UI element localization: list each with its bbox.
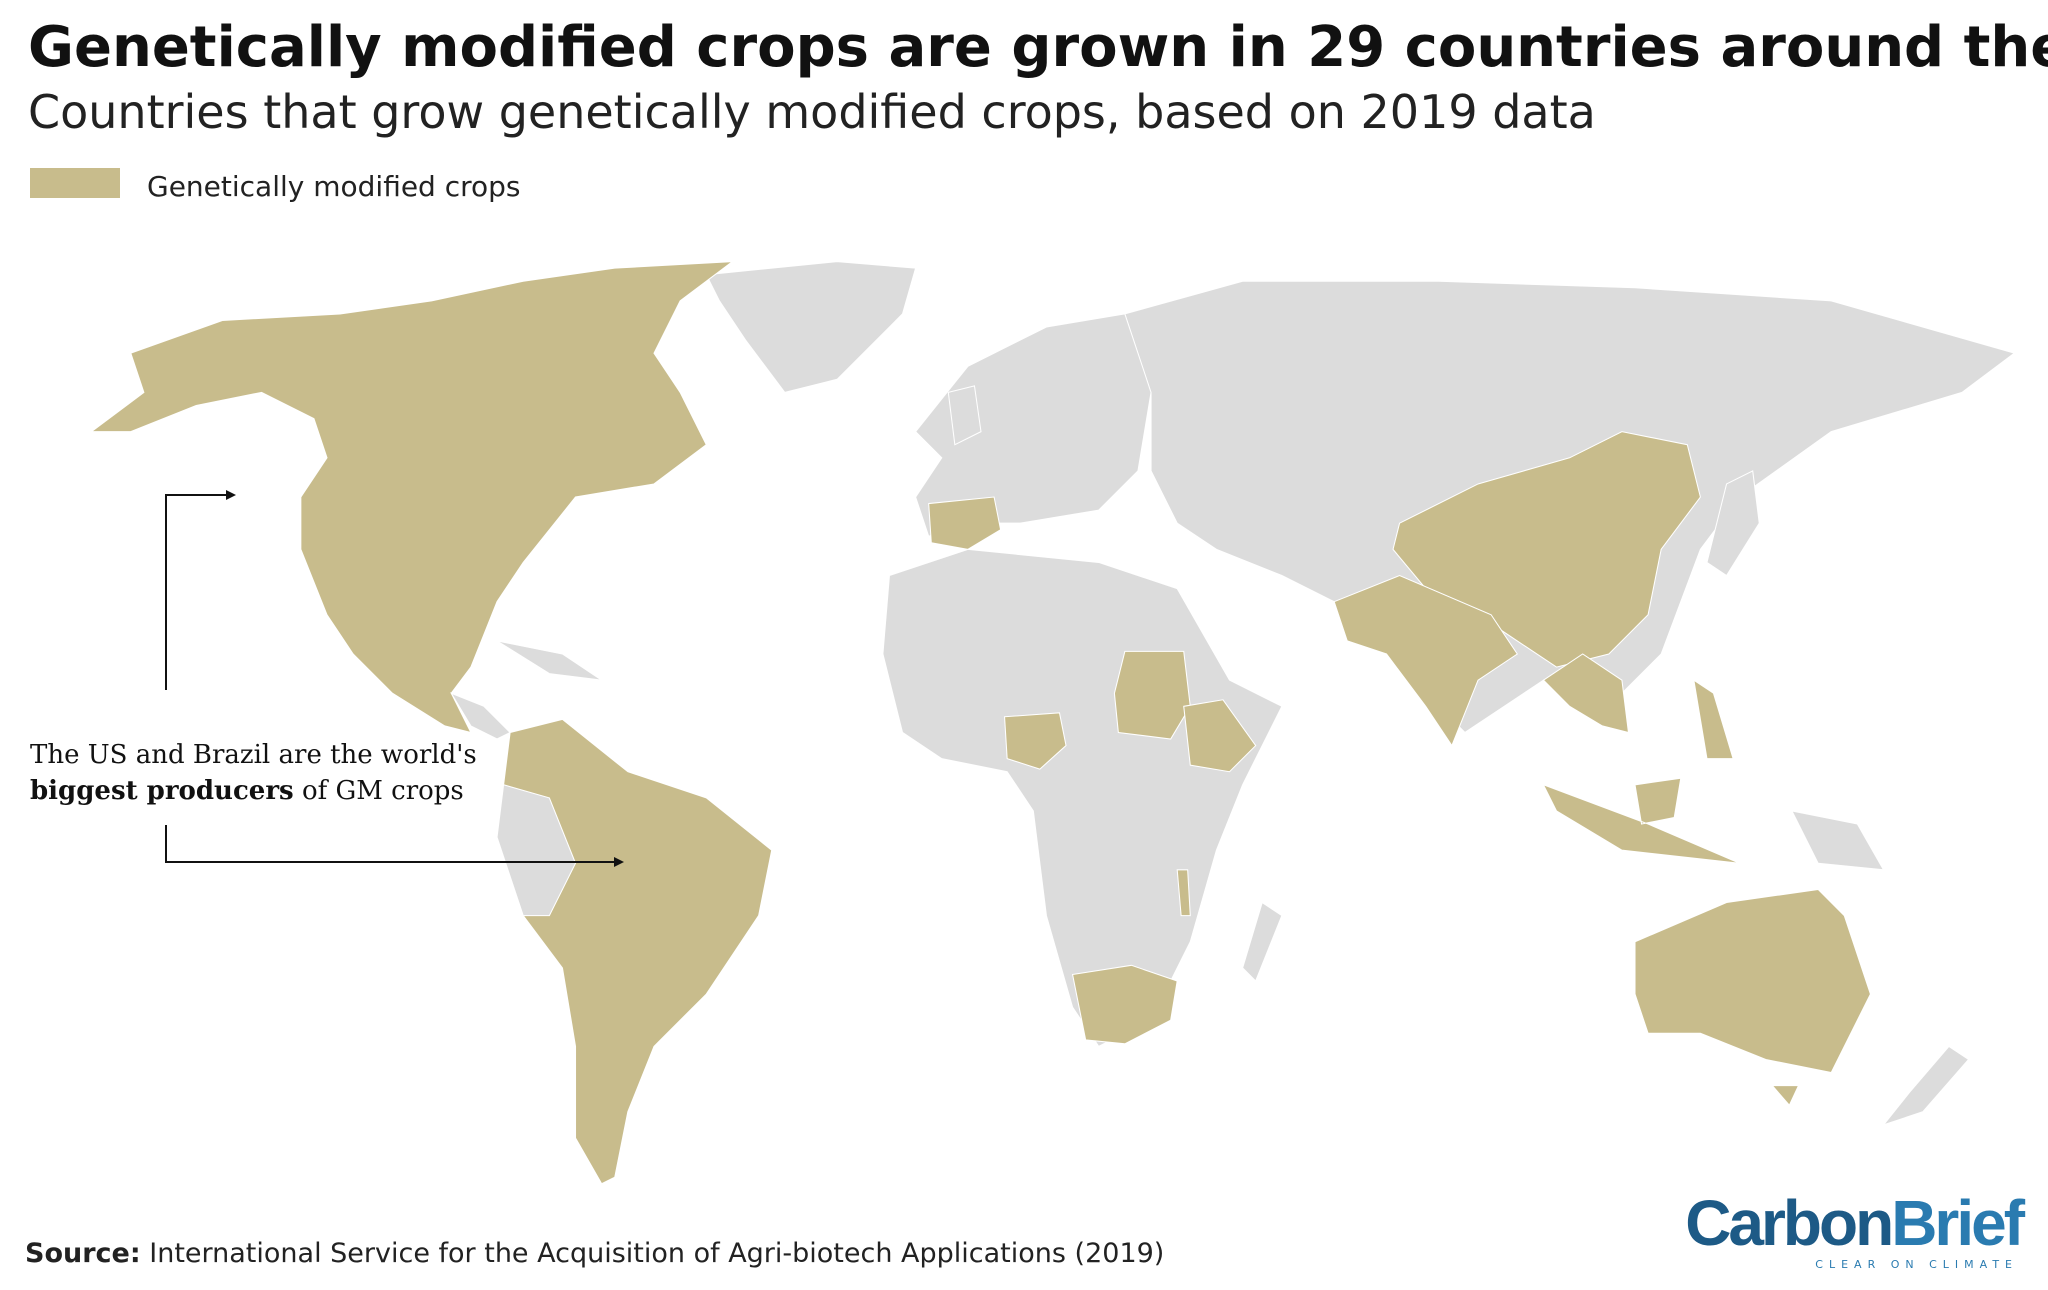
central-america [450,640,602,740]
sudan [1113,650,1191,740]
world-map [89,260,2016,1185]
logo-brief: Brief [1891,1187,2026,1259]
ethiopia [1183,699,1257,773]
south-america-west [496,784,577,917]
annotation-arrows [165,494,618,863]
arrowhead [226,490,236,500]
logo: CarbonBrief [1685,1187,2026,1259]
source: Source: International Service for the Ac… [25,1238,1164,1269]
japan [1706,470,1760,577]
indonesia [1542,777,1740,864]
uk [947,385,982,446]
logo-main: Carbon [1685,1187,1891,1259]
madagascar [1242,901,1283,982]
legend-swatch [30,168,120,198]
africa [882,548,1283,1048]
south-america [496,718,773,1185]
annotation-rest: of GM crops [302,776,464,806]
india-pakistan [1333,574,1519,747]
australia [1634,888,1872,1107]
arrow-us [165,494,230,690]
annotation-bold: biggest producers [30,776,294,806]
greenland [705,261,917,393]
new-zealand [1882,1045,1970,1126]
arrowhead [614,857,624,867]
malawi [1176,869,1191,917]
nigeria [1003,712,1067,770]
southeast-asia [1542,653,1734,760]
subtitle: Countries that grow genetically modified… [28,85,1596,139]
annotation-text: biggest producers of GM crops [30,776,464,806]
spain [928,496,1002,550]
source-label: Source: [25,1238,141,1269]
title: Genetically modified crops are grown in … [28,15,2048,80]
south-africa [1071,964,1178,1045]
annotation-text: The US and Brazil are the world's [30,740,477,770]
logo-tagline: CLEAR ON CLIMATE [1815,1258,2018,1271]
new-guinea [1791,810,1885,871]
north-america [89,260,735,734]
europe [914,313,1178,537]
source-text: International Service for the Acquisitio… [149,1238,1164,1269]
legend-label: Genetically modified crops [147,170,521,203]
arrow-brazil [165,825,618,863]
